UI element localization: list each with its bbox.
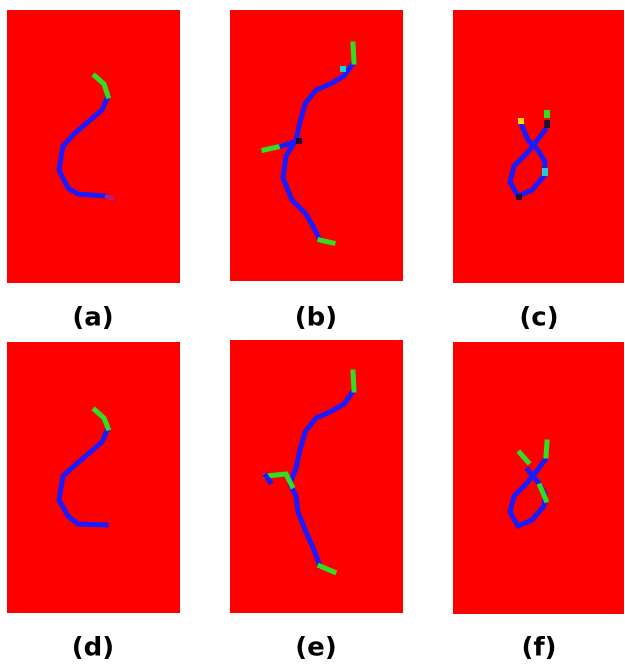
panel-a: (a) [7,10,180,333]
panel-background [7,342,180,613]
panel-label: (d) [72,633,114,663]
pixel [340,66,346,72]
panel-label: (c) [519,303,558,333]
panel-c: (c) [453,10,624,333]
panel-background [453,342,624,614]
figure: (a) (b) (c) (d) (e) [0,0,625,664]
panel-label: (e) [295,633,336,663]
panel-b: (b) [230,10,403,333]
panel-background [230,10,403,281]
curve-end [320,240,333,243]
pixel [296,138,302,144]
panel-e: (e) [230,340,403,663]
pixel [516,194,522,200]
panel-label: (f) [521,633,556,663]
panel-label: (b) [295,303,337,333]
panel-background [7,10,180,283]
pixel [542,168,548,176]
curve-end [353,372,354,390]
panel-background [230,340,403,613]
panel-label: (a) [72,303,113,333]
curve-end [353,44,354,62]
panel-f: (f) [453,342,624,663]
curve-tail [105,196,114,199]
pixel [544,120,550,128]
panel-background [453,10,624,283]
curve-branch [266,476,270,482]
pixel [544,110,550,118]
panel-d: (d) [7,342,180,663]
curve-end [546,442,547,456]
pixel [518,118,524,124]
